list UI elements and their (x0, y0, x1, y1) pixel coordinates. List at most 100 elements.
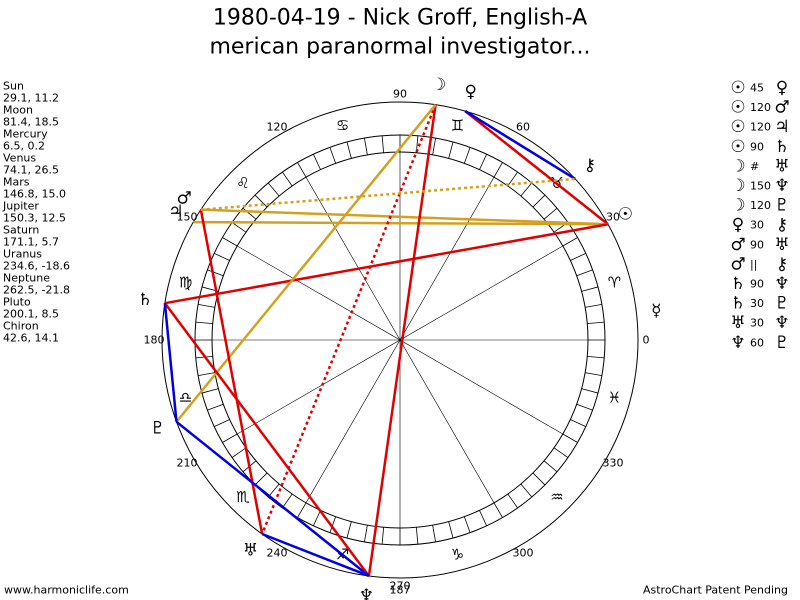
ring-tick (297, 162, 307, 178)
ring-tick (479, 154, 487, 170)
planet-coords: 150.3, 12.5 (3, 212, 66, 225)
outer-circle (161, 101, 639, 579)
planet-name: Neptune (3, 272, 50, 285)
degree-label: 240 (267, 547, 288, 560)
aspect-type: 45 (750, 82, 764, 95)
ring-tick (570, 253, 586, 261)
ring-tick (581, 286, 599, 292)
planet-glyph: ♃ (168, 202, 183, 222)
zodiac-sign: ♑ (451, 545, 464, 563)
ring-tick (207, 403, 224, 411)
degree-label: 180 (144, 334, 165, 347)
planet-coords: 42.6, 14.1 (3, 332, 59, 345)
aspect-line (464, 110, 576, 180)
ring-tick (543, 460, 558, 473)
aspect-p2: ♀ (776, 78, 788, 98)
planet-name: Jupiter (2, 200, 39, 213)
planet-glyph: ♄ (137, 290, 152, 310)
ring-tick (207, 269, 224, 277)
planet-name: Chiron (3, 320, 39, 333)
aspect-line (367, 104, 437, 577)
ring-tick (432, 525, 436, 542)
aspect-line (200, 208, 609, 226)
ring-tick (346, 521, 352, 539)
ring-tick (532, 472, 546, 486)
aspect-line (175, 420, 370, 577)
aspect-p2: ♂ (774, 98, 789, 118)
zodiac-sign: ♏ (236, 488, 250, 506)
spoke (237, 245, 563, 435)
ring-tick (198, 304, 215, 308)
aspect-p2: ♅ (774, 235, 789, 255)
ring-tick (198, 372, 215, 376)
ring-tick (507, 493, 518, 509)
aspect-p2: ⚷ (776, 254, 788, 274)
aspect-p1: ♀ (732, 215, 744, 235)
planet-name: Uranus (3, 248, 42, 261)
planet-glyph: ♇ (150, 419, 165, 439)
ring-tick (381, 135, 385, 153)
degree-label: 150 (176, 211, 197, 224)
ring-tick (553, 447, 569, 458)
aspect-p1: ♆ (730, 333, 745, 353)
ring-tick (346, 141, 352, 159)
planet-coords: 29.1, 11.2 (3, 92, 59, 105)
ring-tick (222, 433, 238, 443)
ring-tick (195, 321, 213, 325)
aspect-p2: ⚷ (776, 215, 788, 235)
ring-tick (297, 502, 307, 518)
ring-tick (329, 516, 337, 533)
planet-name: Sun (3, 80, 24, 93)
aspect-p2: ♇ (774, 196, 789, 216)
aspect-p1: ☽ (730, 196, 745, 216)
ring-tick (562, 237, 578, 247)
ring-tick (463, 147, 471, 164)
ring-tick (479, 510, 487, 526)
ring-tick (576, 269, 593, 277)
aspect-p2: ♇ (774, 333, 789, 353)
aspect-type: 60 (750, 336, 764, 349)
planet-name: Pluto (3, 296, 31, 309)
planet-glyph: ☽ (431, 75, 446, 95)
ring-tick (585, 372, 602, 376)
aspect-type: 90 (750, 278, 764, 291)
footer-link[interactable]: www.harmoniclife.com (4, 584, 129, 597)
planet-glyph: ♆ (359, 586, 374, 600)
aspect-type: # (750, 160, 759, 173)
ring-tick (313, 510, 321, 526)
aspect-p1: ☉ (730, 117, 745, 137)
aspect-line (199, 209, 264, 535)
ring-tick (587, 355, 605, 359)
planet-coords: 200.1, 8.5 (3, 308, 59, 321)
aspect-type: 90 (750, 140, 764, 153)
planet-name: Saturn (3, 224, 39, 237)
aspect-line (193, 220, 608, 226)
degree-label: 60 (516, 120, 530, 133)
ring-tick (214, 419, 230, 427)
ring-tick (587, 321, 605, 325)
zodiac-sign: ♈ (608, 274, 621, 292)
aspect-p1: ♅ (730, 313, 745, 333)
aspect-type: 120 (750, 121, 771, 134)
ring-tick (493, 162, 503, 178)
ring-tick (364, 138, 368, 155)
degree-label: 120 (267, 120, 288, 133)
title-line: 1980-04-19 - Nick Groff, English-A (213, 6, 587, 31)
zodiac-sign: ♓ (608, 388, 621, 406)
ring-tick (576, 403, 593, 411)
ring-tick (562, 433, 578, 443)
degree-label: 210 (176, 457, 197, 470)
ring-tick (364, 525, 368, 542)
ring-tick (520, 182, 533, 197)
aspect-p2: ♆ (774, 313, 789, 333)
ring-tick (585, 304, 602, 308)
aspect-type: 30 (750, 219, 764, 232)
ring-tick (201, 388, 219, 394)
planet-name: Mars (3, 176, 30, 189)
aspect-p1: ☉ (730, 137, 745, 157)
aspect-p1: ☉ (730, 78, 745, 98)
planet-coords: 81.4, 18.5 (3, 116, 59, 129)
aspect-type: || (750, 258, 757, 271)
planet-glyph: ♅ (243, 540, 258, 560)
ring-tick (313, 154, 321, 170)
